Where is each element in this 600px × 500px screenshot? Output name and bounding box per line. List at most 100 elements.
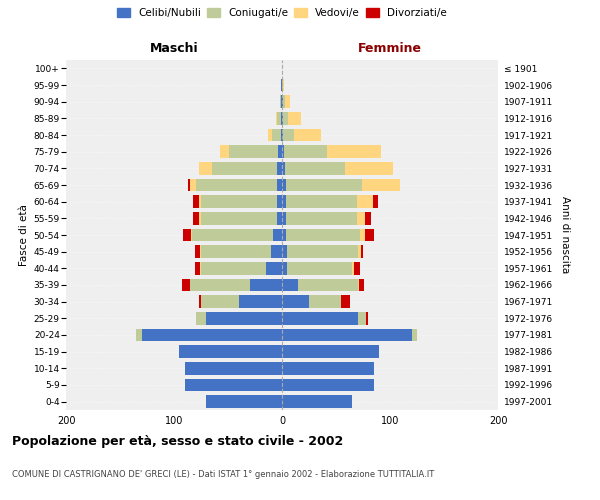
Bar xyxy=(282,329,412,341)
Bar xyxy=(193,196,199,208)
Bar xyxy=(200,262,201,274)
Bar xyxy=(286,179,362,192)
Bar xyxy=(206,312,282,324)
Bar xyxy=(412,329,417,341)
Bar xyxy=(286,212,356,224)
Bar xyxy=(212,162,277,174)
Bar xyxy=(282,112,283,124)
Bar xyxy=(373,196,378,208)
Bar xyxy=(185,362,282,374)
Bar xyxy=(281,96,282,108)
Bar xyxy=(282,312,358,324)
Bar xyxy=(282,346,379,358)
Bar xyxy=(358,312,366,324)
Bar xyxy=(283,96,285,108)
Bar xyxy=(136,329,142,341)
Bar xyxy=(188,179,190,192)
Bar xyxy=(285,96,290,108)
Bar xyxy=(281,112,282,124)
Bar xyxy=(278,146,282,158)
Bar xyxy=(328,146,382,158)
Bar xyxy=(356,212,365,224)
Bar xyxy=(355,262,360,274)
Bar xyxy=(193,212,199,224)
Bar xyxy=(185,379,282,391)
Bar xyxy=(356,196,373,208)
Bar xyxy=(280,96,281,108)
Bar xyxy=(282,179,286,192)
Bar xyxy=(200,246,201,258)
Bar xyxy=(282,262,287,274)
Bar xyxy=(281,129,282,141)
Bar xyxy=(190,279,250,291)
Bar xyxy=(201,246,271,258)
Text: Popolazione per età, sesso e stato civile - 2002: Popolazione per età, sesso e stato civil… xyxy=(12,435,343,448)
Bar xyxy=(277,196,282,208)
Y-axis label: Anni di nascita: Anni di nascita xyxy=(560,196,570,274)
Bar xyxy=(274,229,282,241)
Bar xyxy=(201,262,266,274)
Bar xyxy=(191,229,193,241)
Bar xyxy=(229,146,278,158)
Bar xyxy=(196,312,206,324)
Bar xyxy=(194,246,200,258)
Bar xyxy=(282,229,286,241)
Bar xyxy=(282,79,283,92)
Bar xyxy=(271,246,282,258)
Bar xyxy=(282,396,352,408)
Bar xyxy=(286,229,360,241)
Bar xyxy=(359,279,364,291)
Legend: Celibi/Nubili, Coniugati/e, Vedovi/e, Divorziati/e: Celibi/Nubili, Coniugati/e, Vedovi/e, Di… xyxy=(115,6,449,20)
Bar xyxy=(286,196,356,208)
Bar xyxy=(266,262,282,274)
Bar xyxy=(220,146,229,158)
Y-axis label: Fasce di età: Fasce di età xyxy=(19,204,29,266)
Bar xyxy=(275,112,277,124)
Bar xyxy=(272,129,281,141)
Bar xyxy=(352,262,355,274)
Bar xyxy=(142,329,282,341)
Bar xyxy=(277,112,281,124)
Bar xyxy=(285,162,344,174)
Bar xyxy=(282,246,287,258)
Bar xyxy=(182,229,191,241)
Bar xyxy=(199,162,212,174)
Bar xyxy=(287,246,358,258)
Bar xyxy=(282,162,285,174)
Bar xyxy=(361,246,363,258)
Bar xyxy=(201,296,239,308)
Bar xyxy=(284,146,328,158)
Bar xyxy=(298,279,358,291)
Text: Femmine: Femmine xyxy=(358,42,422,55)
Bar xyxy=(358,246,361,258)
Bar xyxy=(283,79,284,92)
Bar xyxy=(282,96,283,108)
Bar xyxy=(194,262,200,274)
Bar xyxy=(294,129,321,141)
Bar xyxy=(277,162,282,174)
Bar xyxy=(206,396,282,408)
Bar xyxy=(366,312,368,324)
Bar xyxy=(201,212,277,224)
Bar xyxy=(190,179,196,192)
Bar xyxy=(182,279,190,291)
Bar xyxy=(281,79,282,92)
Bar xyxy=(344,162,393,174)
Bar xyxy=(289,112,301,124)
Bar xyxy=(282,362,374,374)
Bar xyxy=(277,212,282,224)
Bar xyxy=(239,296,282,308)
Bar xyxy=(268,129,272,141)
Bar xyxy=(283,112,289,124)
Bar xyxy=(365,212,371,224)
Bar xyxy=(282,279,298,291)
Text: Maschi: Maschi xyxy=(149,42,199,55)
Bar xyxy=(179,346,282,358)
Bar xyxy=(341,296,350,308)
Bar xyxy=(277,179,282,192)
Bar xyxy=(360,229,365,241)
Bar xyxy=(362,179,400,192)
Bar xyxy=(199,212,201,224)
Bar xyxy=(309,296,341,308)
Bar xyxy=(282,379,374,391)
